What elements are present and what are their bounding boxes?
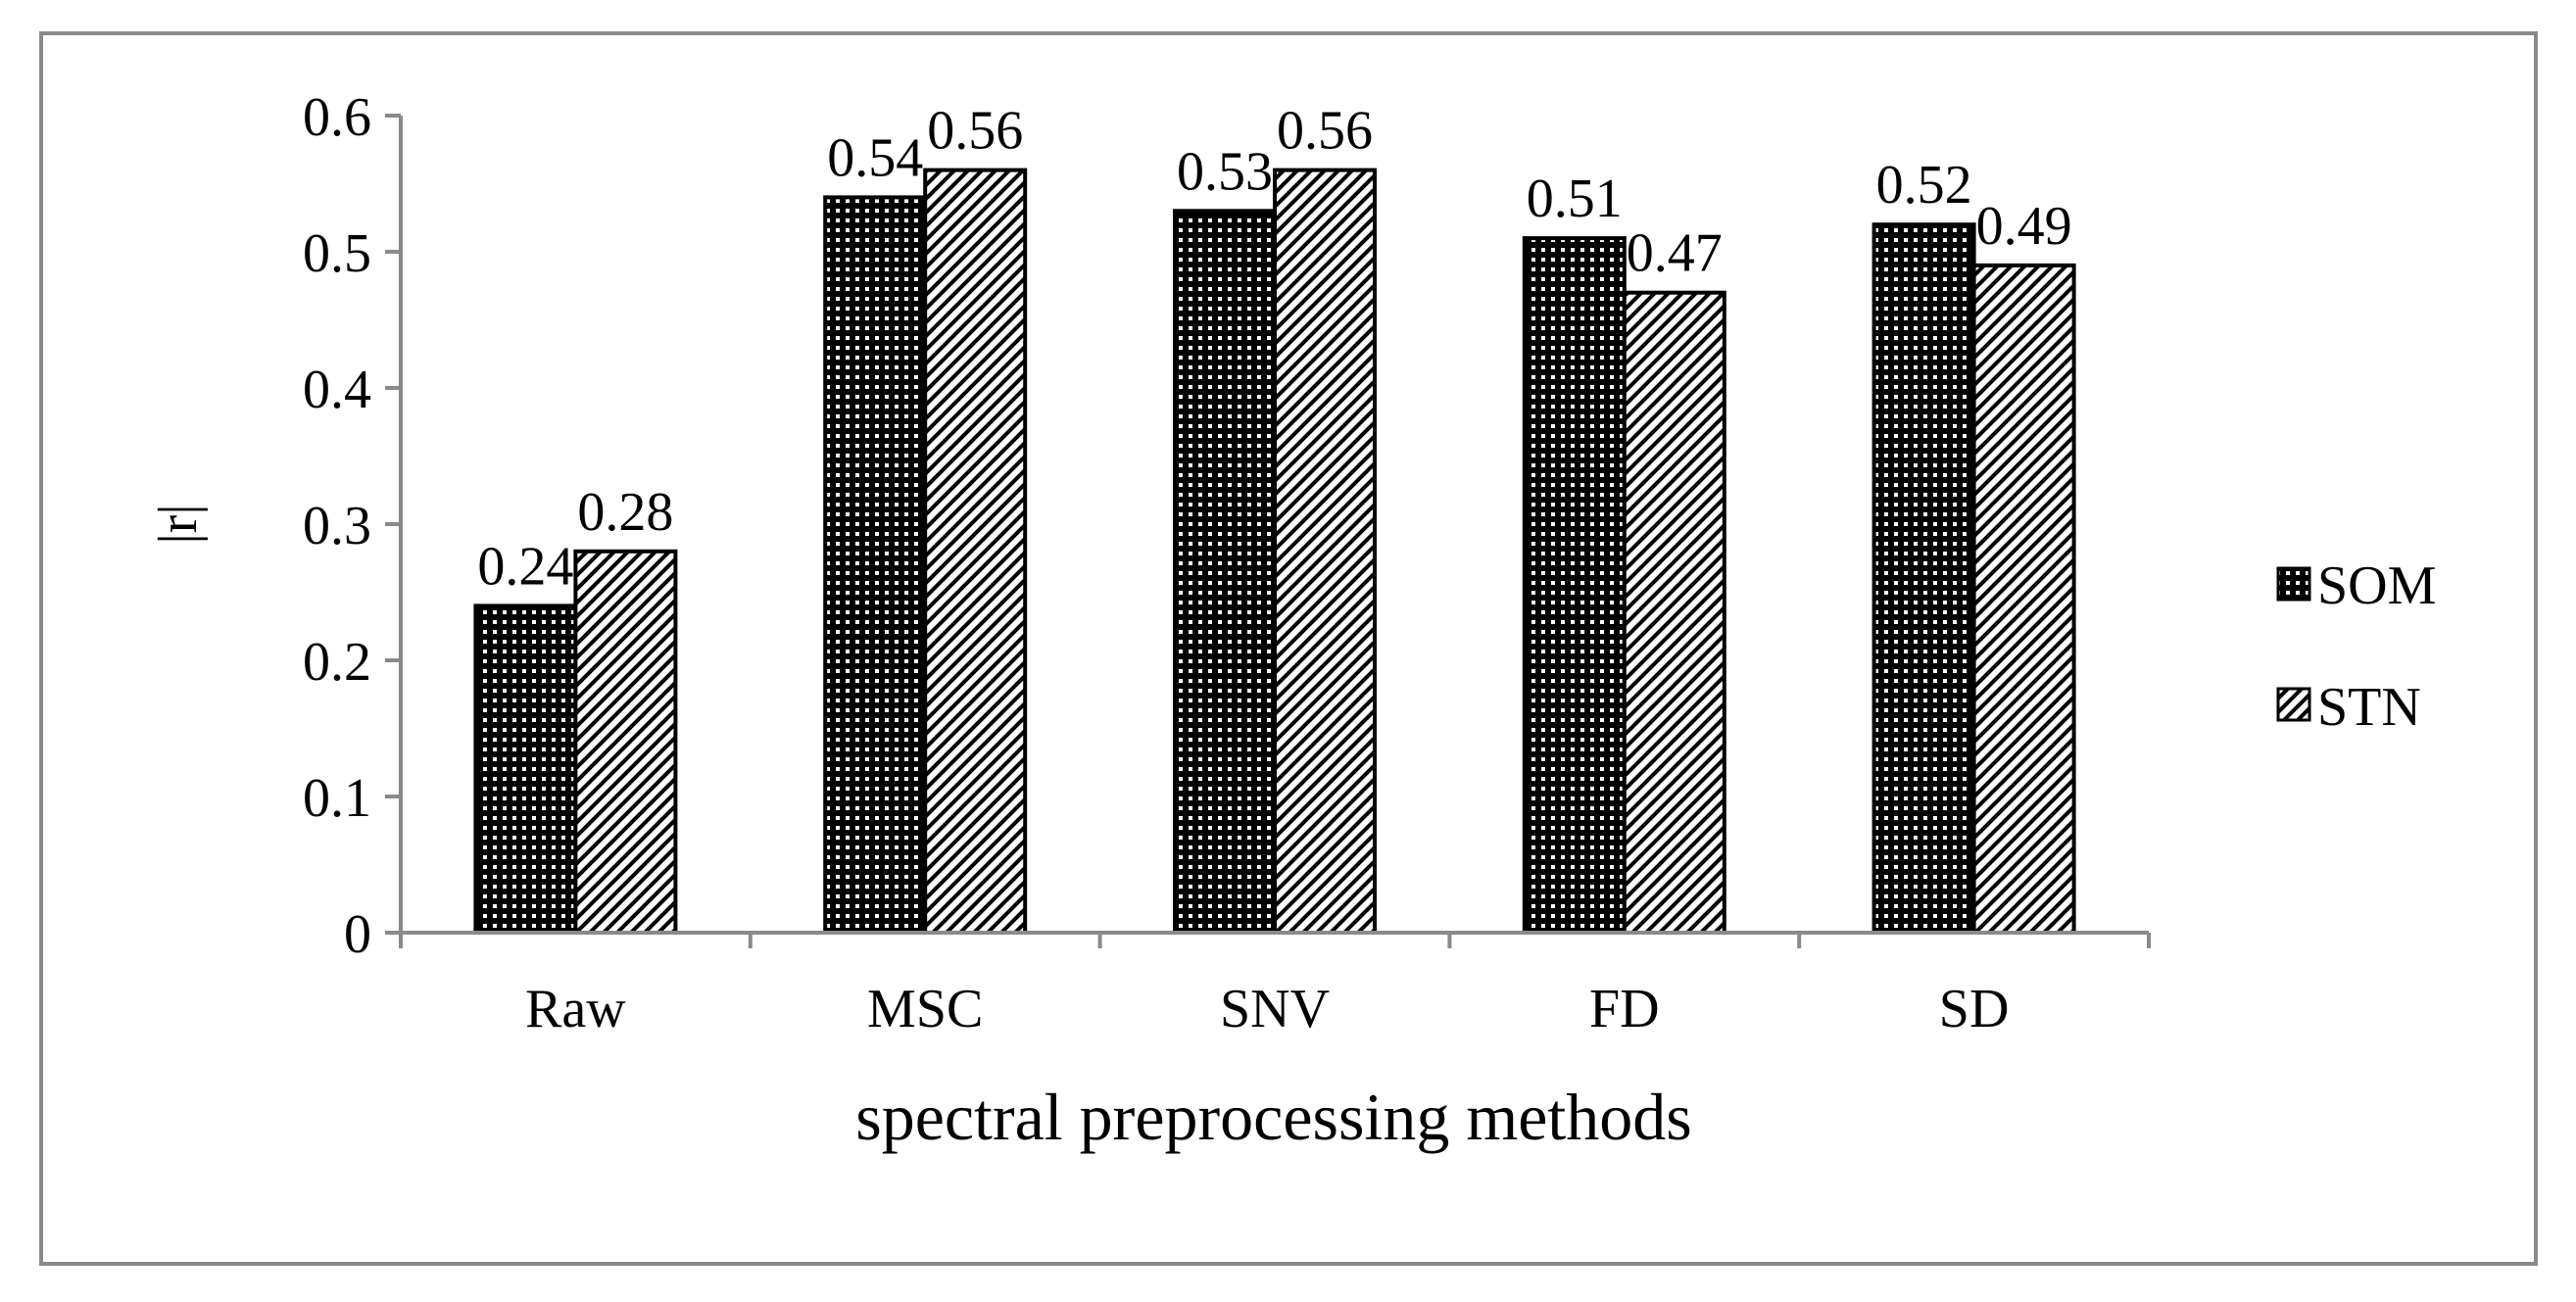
bars <box>473 168 2076 936</box>
y-tick-label: 0 <box>344 904 371 965</box>
bar-som-snv <box>1173 209 1277 936</box>
x-axis-tick-labels: Raw MSC SNV FD SD <box>525 979 2009 1039</box>
x-axis-label: spectral preprocessing methods <box>855 1080 1692 1154</box>
legend-swatch-som <box>2276 566 2311 602</box>
x-tick-label-fd: FD <box>1589 979 1660 1039</box>
data-label-som-msc: 0.54 <box>827 127 923 188</box>
bar-som-msc <box>823 195 928 935</box>
bar-som-raw <box>473 603 578 936</box>
x-tick-label-msc: MSC <box>867 979 983 1039</box>
legend-label-som: SOM <box>2317 555 2436 616</box>
bar-stn-sd <box>1971 263 2076 935</box>
y-tick-label: 0.2 <box>303 632 371 693</box>
bar-stn-snv <box>1273 168 1377 936</box>
bar-som-sd <box>1871 222 1976 935</box>
y-tick-label: 0.6 <box>303 87 371 148</box>
bar-stn-msc <box>923 168 1028 936</box>
x-tick-label-sd: SD <box>1939 979 2010 1039</box>
bar-stn-fd <box>1622 290 1726 935</box>
data-label-som-fd: 0.51 <box>1527 169 1623 229</box>
data-label-som-snv: 0.53 <box>1177 141 1273 202</box>
bar-som-fd <box>1522 236 1627 936</box>
x-axis-ticks <box>399 933 2151 948</box>
y-tick-label: 0.3 <box>303 496 371 556</box>
legend-swatch-stn <box>2276 687 2311 722</box>
y-tick-label: 0.5 <box>303 223 371 284</box>
data-label-stn-fd: 0.47 <box>1627 223 1723 284</box>
data-label-som-raw: 0.24 <box>477 536 573 597</box>
data-label-stn-snv: 0.56 <box>1277 101 1373 162</box>
y-tick-label: 0.4 <box>303 360 371 420</box>
legend-label-stn: STN <box>2317 677 2421 738</box>
legend: SOM STN <box>2276 555 2436 738</box>
y-axis-ticks <box>385 114 401 935</box>
bar-stn-raw <box>573 549 678 935</box>
x-tick-label-snv: SNV <box>1220 979 1330 1039</box>
data-labels: 0.240.280.54 0.560.530.560.510.470.520.49 <box>477 101 2071 598</box>
data-label-stn-msc: 0.56 <box>927 101 1023 162</box>
data-label-stn-sd: 0.49 <box>1976 196 2072 257</box>
data-label-stn-raw: 0.28 <box>577 482 673 543</box>
data-label-som-sd: 0.52 <box>1876 155 1972 216</box>
y-tick-label: 0.1 <box>303 768 371 829</box>
x-tick-label-raw: Raw <box>525 979 626 1039</box>
y-axis-label: |r| <box>148 504 209 544</box>
y-axis-tick-labels: 0 0.1 0.2 0.3 0.4 0.5 0.6 <box>303 87 371 965</box>
